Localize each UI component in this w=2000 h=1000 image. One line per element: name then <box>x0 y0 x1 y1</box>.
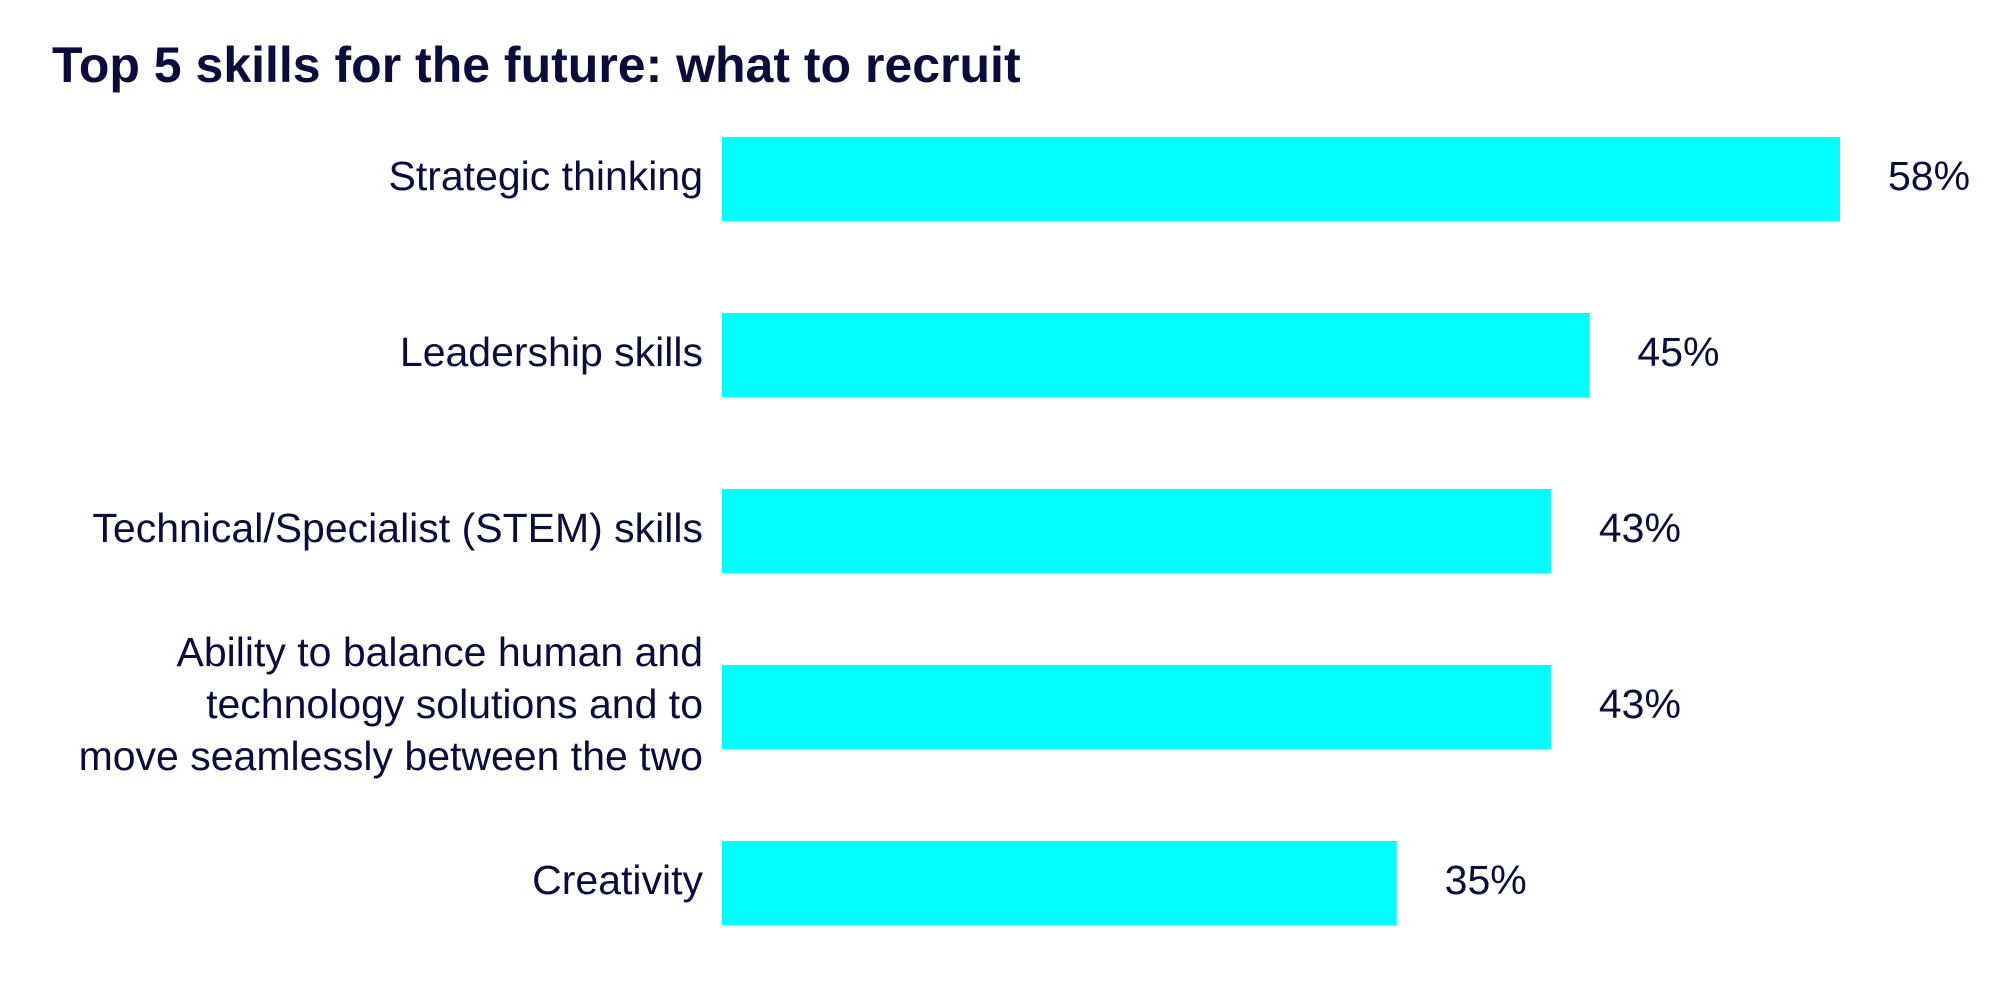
chart-title: Top 5 skills for the future: what to rec… <box>52 37 1021 93</box>
value-label-5: 35% <box>1445 857 1527 903</box>
value-label-2: 45% <box>1637 329 1719 375</box>
value-label-4: 43% <box>1599 681 1681 727</box>
value-label-1: 58% <box>1888 153 1970 199</box>
category-label-1: Strategic thinking <box>388 153 703 199</box>
category-label-2: Leadership skills <box>400 329 703 375</box>
category-label-3: Technical/Specialist (STEM) skills <box>92 505 703 551</box>
bar-5 <box>722 841 1397 925</box>
bar-4 <box>722 665 1551 749</box>
category-label-4: Ability to balance human and technology s… <box>79 629 703 779</box>
bar-2 <box>722 313 1590 397</box>
category-label-5: Creativity <box>532 857 703 903</box>
value-label-3: 43% <box>1599 505 1681 551</box>
bar-1 <box>722 137 1840 221</box>
bar-3 <box>722 489 1551 573</box>
